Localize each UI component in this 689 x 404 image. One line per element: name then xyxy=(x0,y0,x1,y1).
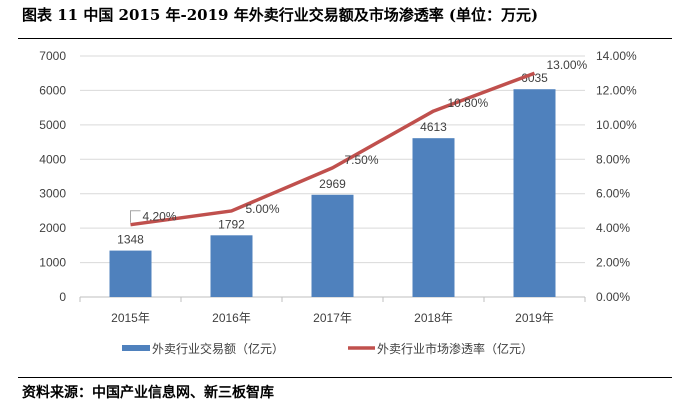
x-tick-label: 2018年 xyxy=(414,311,453,325)
right-tick-label: 14.00% xyxy=(596,49,637,63)
legend-line-label: 外卖行业市场渗透率（亿元） xyxy=(377,341,533,356)
right-tick-label: 4.00% xyxy=(596,221,630,235)
left-tick-label: 4000 xyxy=(39,152,66,166)
x-tick-label: 2015年 xyxy=(111,311,150,325)
left-tick-label: 1000 xyxy=(39,256,66,270)
left-tick-label: 2000 xyxy=(39,221,66,235)
right-tick-label: 0.00% xyxy=(596,290,630,304)
line-data-label: 4.20% xyxy=(143,210,177,224)
right-tick-label: 6.00% xyxy=(596,187,630,201)
line-data-label: 5.00% xyxy=(246,202,280,216)
bar xyxy=(109,250,152,297)
left-tick-label: 6000 xyxy=(39,83,66,97)
legend-bar-label: 外卖行业交易额（亿元） xyxy=(152,341,284,356)
bottom-rule xyxy=(18,377,672,378)
line-data-label: 7.50% xyxy=(345,153,379,167)
line-data-label: 13.00% xyxy=(547,58,588,72)
x-tick-label: 2019年 xyxy=(515,311,554,325)
bar xyxy=(210,235,253,297)
left-tick-label: 0 xyxy=(59,290,66,304)
right-tick-label: 10.00% xyxy=(596,118,637,132)
right-tick-label: 8.00% xyxy=(596,152,630,166)
left-tick-label: 3000 xyxy=(39,187,66,201)
top-rule xyxy=(18,38,672,39)
x-tick-label: 2017年 xyxy=(313,311,352,325)
right-tick-label: 12.00% xyxy=(596,83,637,97)
source-note: 资料来源：中国产业信息网、新三板智库 xyxy=(22,385,274,401)
bar xyxy=(311,194,354,297)
bar-data-label: 1348 xyxy=(117,233,144,247)
line-series xyxy=(130,71,536,227)
line-data-label: 10.80% xyxy=(448,96,489,110)
x-tick-label: 2016年 xyxy=(212,311,251,325)
bar-data-label: 2969 xyxy=(319,177,346,191)
bar xyxy=(513,89,556,297)
left-tick-label: 7000 xyxy=(39,49,66,63)
right-tick-label: 2.00% xyxy=(596,256,630,270)
bar-data-label: 1792 xyxy=(218,217,245,231)
left-tick-label: 5000 xyxy=(39,118,66,132)
legend-bar-swatch xyxy=(122,345,150,351)
figure-title: 图表 11 中国 2015 年-2019 年外卖行业交易额及市场渗透率 (单位：… xyxy=(22,6,539,24)
bar-data-label: 4613 xyxy=(420,120,447,134)
leader-line xyxy=(130,210,141,223)
bar xyxy=(412,138,455,297)
